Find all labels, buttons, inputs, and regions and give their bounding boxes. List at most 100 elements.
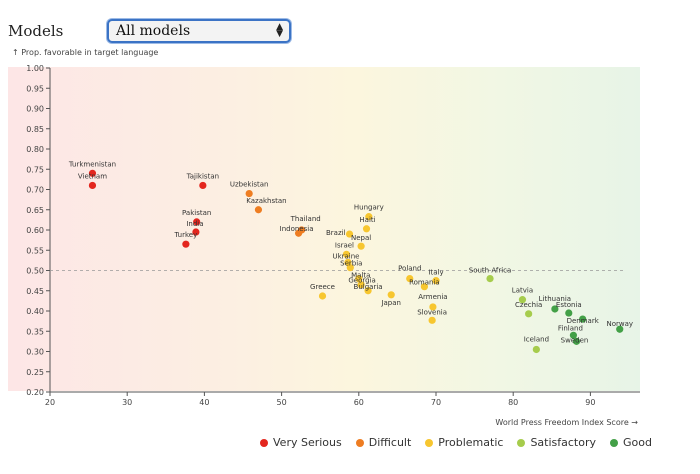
x-tick-label: 80	[508, 398, 518, 407]
point-label: Romania	[409, 279, 440, 287]
data-point	[486, 275, 494, 283]
point-label: Greece	[310, 283, 335, 291]
data-point	[346, 264, 354, 272]
point-label: Lithuania	[539, 295, 571, 303]
data-point	[199, 181, 207, 190]
point-label: Brazil	[326, 229, 346, 237]
point-label: Latvia	[512, 287, 533, 295]
y-tick-label: 0.60	[26, 226, 44, 235]
data-point	[88, 181, 97, 190]
y-tick-label: 0.20	[26, 388, 44, 397]
data-point	[387, 291, 395, 299]
point-label: Serbia	[340, 260, 362, 268]
data-point	[245, 189, 253, 198]
y-tick-label: 0.55	[26, 246, 44, 255]
model-select-value: All models	[116, 23, 191, 39]
point-label: Norway	[606, 320, 633, 328]
x-tick-label: 20	[45, 398, 55, 407]
point-label: Hungary	[354, 204, 384, 212]
point-label: Slovenia	[417, 308, 447, 316]
data-point	[357, 281, 365, 289]
point-label: Poland	[398, 265, 421, 273]
x-tick-label: 30	[122, 398, 132, 407]
x-tick-label: 70	[431, 398, 441, 407]
data-point	[579, 315, 587, 323]
legend-item-problematic: Problematic	[425, 436, 503, 449]
data-point	[565, 309, 573, 317]
point-label: Denmark	[567, 317, 600, 325]
data-point	[192, 228, 200, 236]
point-label: Iceland	[524, 335, 549, 343]
point-label: Indonesia	[280, 225, 314, 233]
point-label: Estonia	[556, 301, 582, 309]
chevron-updown-icon: ▲ ▼	[276, 22, 283, 39]
point-label: Finland	[558, 324, 583, 332]
legend: Very Serious Difficult Problematic Satis…	[260, 436, 652, 449]
data-point	[342, 250, 351, 258]
point-label: Kazakhstan	[246, 197, 286, 205]
x-tick-label: 90	[585, 398, 595, 407]
point-label: Vietnam	[78, 172, 107, 180]
legend-marker-satisfactory	[517, 438, 526, 447]
y-tick-label: 0.50	[26, 267, 44, 276]
data-point	[365, 213, 373, 221]
y-tick-label: 1.00	[26, 64, 44, 73]
data-point	[345, 230, 354, 238]
data-point	[294, 229, 303, 237]
point-label: Nepal	[351, 234, 371, 242]
point-label: Ukraine	[332, 252, 359, 260]
y-tick-label: 0.25	[26, 368, 44, 377]
point-label: Italy	[428, 269, 443, 277]
model-select[interactable]: All models ▲ ▼	[107, 19, 291, 43]
data-point	[428, 316, 436, 324]
data-point	[88, 169, 97, 177]
point-label: Tajikistan	[186, 172, 219, 180]
data-point	[432, 277, 440, 285]
legend-label-good: Good	[623, 436, 652, 449]
data-point	[572, 337, 581, 345]
data-point	[254, 206, 263, 214]
y-axis-title: ↑ Prop. favorable in target language	[12, 48, 159, 57]
plot-background	[8, 67, 640, 391]
legend-item-difficult: Difficult	[355, 436, 412, 449]
point-label: Czechia	[515, 301, 542, 309]
legend-label-problematic: Problematic	[438, 436, 504, 449]
y-tick-label: 0.30	[26, 348, 44, 357]
point-label: Turkmenistan	[68, 160, 116, 168]
y-tick-label: 0.90	[26, 105, 44, 114]
legend-marker-problematic	[425, 438, 434, 447]
x-tick-label: 40	[199, 398, 209, 407]
point-label: Sweden	[561, 336, 589, 344]
point-label: South Africa	[469, 267, 512, 275]
data-point	[355, 275, 363, 283]
point-label: Malta	[351, 272, 370, 280]
data-point	[525, 310, 533, 318]
x-axis-title: World Press Freedom Index Score →	[495, 418, 638, 427]
data-point	[182, 240, 190, 248]
x-tick-label: 60	[354, 398, 364, 407]
legend-label-difficult: Difficult	[368, 436, 412, 449]
point-label: Haiti	[359, 216, 375, 224]
legend-label-very-serious: Very Serious	[273, 436, 342, 449]
y-tick-label: 0.35	[26, 327, 44, 336]
legend-marker-difficult	[355, 438, 364, 447]
y-tick-label: 0.45	[26, 287, 44, 296]
point-label: Armenia	[418, 293, 447, 301]
point-label: Thailand	[290, 215, 321, 223]
point-label: Georgia	[348, 277, 375, 285]
data-point	[551, 305, 559, 313]
y-tick-label: 0.75	[26, 165, 44, 174]
data-point	[429, 303, 437, 311]
data-point	[357, 242, 365, 250]
legend-item-very-serious: Very Serious	[260, 436, 342, 449]
data-point	[569, 331, 578, 339]
data-point	[406, 275, 414, 283]
data-point	[420, 283, 429, 291]
point-label: Israel	[335, 241, 354, 249]
y-tick-label: 0.40	[26, 307, 44, 316]
point-label: Uzbekistan	[230, 181, 269, 189]
y-tick-label: 0.65	[26, 206, 44, 215]
legend-marker-very-serious	[260, 438, 268, 447]
data-point	[318, 292, 327, 300]
x-tick-label: 50	[277, 398, 287, 407]
